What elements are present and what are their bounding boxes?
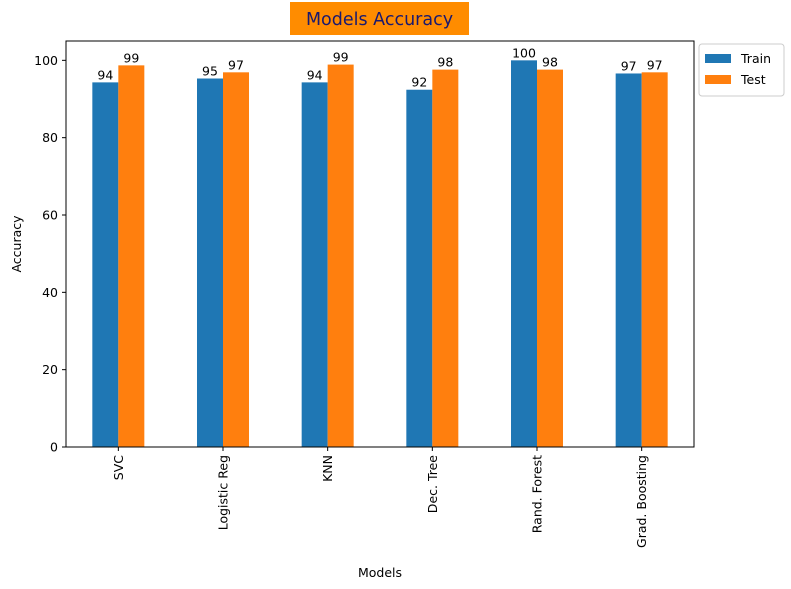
- bar-test-3: [432, 69, 459, 447]
- data-label-train-0: 94: [97, 67, 113, 82]
- legend-swatch-test: [705, 75, 731, 84]
- data-label-train-4: 100: [512, 45, 536, 60]
- y-tick-label: 20: [42, 362, 58, 377]
- bar-test-0: [118, 65, 145, 448]
- y-tick-label: 100: [34, 53, 58, 68]
- y-axis-title: Accuracy: [9, 215, 24, 273]
- y-tick-label: 80: [42, 130, 58, 145]
- data-label-train-3: 92: [411, 75, 427, 90]
- title-background: [290, 2, 469, 35]
- bar-test-1: [223, 72, 249, 447]
- bar-test-2: [327, 64, 354, 447]
- x-tick-label: Grad. Boosting: [634, 455, 649, 548]
- legend-label-train: Train: [740, 51, 771, 66]
- x-tick-label: Dec. Tree: [425, 455, 440, 513]
- x-tick-label: Logistic Reg: [216, 455, 231, 530]
- data-label-train-1: 95: [202, 64, 218, 79]
- bar-train-5: [615, 73, 642, 447]
- plot-area: 94 99 95 97 94 99 92 98 100 98 97 97: [92, 45, 668, 448]
- data-label-test-5: 97: [647, 57, 663, 72]
- y-tick-label: 60: [42, 208, 58, 223]
- data-label-test-1: 97: [228, 57, 244, 72]
- data-label-test-0: 99: [123, 50, 139, 65]
- x-axis-title: Models: [358, 565, 402, 580]
- bar-test-4: [537, 69, 563, 447]
- bar-train-1: [197, 78, 223, 448]
- data-label-train-2: 94: [307, 67, 323, 82]
- legend-swatch-train: [705, 54, 731, 63]
- plot-frame: [65, 40, 695, 448]
- x-tick-label: KNN: [320, 455, 335, 482]
- bar-test-5: [641, 72, 668, 447]
- legend: Train Test: [698, 43, 785, 97]
- y-tick-label: 40: [42, 285, 58, 300]
- legend-label-test: Test: [740, 72, 766, 87]
- x-tick-label: Rand. Forest: [530, 455, 545, 533]
- data-label-train-5: 97: [621, 58, 637, 73]
- bar-train-2: [301, 82, 328, 447]
- data-label-test-4: 98: [542, 55, 558, 70]
- chart-title: Models Accuracy: [306, 10, 453, 30]
- x-tick-label: SVC: [111, 455, 126, 480]
- bar-train-0: [92, 82, 119, 447]
- data-label-test-2: 99: [333, 50, 349, 65]
- data-label-test-3: 98: [437, 55, 453, 70]
- y-tick-label: 0: [50, 440, 58, 455]
- bar-train-4: [511, 60, 537, 447]
- bar-train-3: [406, 89, 433, 447]
